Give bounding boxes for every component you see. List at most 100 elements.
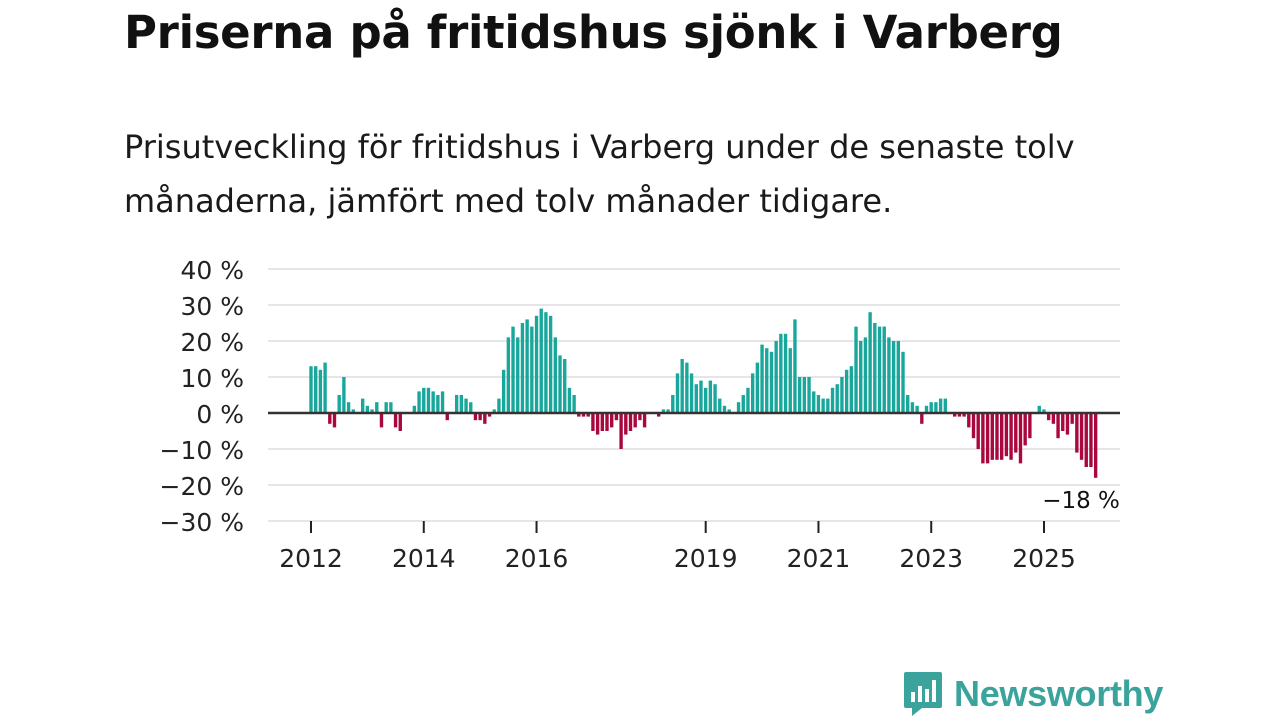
bar (971, 413, 976, 439)
bar (830, 387, 835, 413)
x-axis: 2012 2014 2016 2019 2021 2023 2025 (279, 521, 1076, 573)
bar (487, 413, 492, 417)
bar (548, 315, 553, 413)
y-tick-label: −20 % (160, 472, 244, 501)
bar (689, 373, 694, 413)
bar (722, 405, 727, 413)
bar (328, 413, 332, 424)
chart-title: Priserna på fritidshus sjönk i Varberg (124, 6, 1063, 59)
bar (666, 409, 670, 413)
bar (736, 402, 741, 413)
y-tick-label: −10 % (160, 436, 244, 465)
bar (1075, 413, 1079, 453)
bar (943, 398, 947, 413)
bar (1009, 413, 1013, 460)
bar (314, 366, 318, 413)
bar (1004, 413, 1009, 457)
bar (539, 308, 543, 413)
bar (685, 362, 689, 413)
bar (351, 409, 355, 413)
bar (708, 380, 713, 413)
bar (600, 413, 604, 431)
bar (1042, 409, 1046, 413)
bar (422, 387, 426, 413)
last-value-annotation: −18 % (1042, 488, 1120, 514)
bar (389, 402, 393, 413)
chart-subtitle: Prisutveckling för fritidshus i Varberg … (124, 128, 1075, 220)
bar (750, 373, 755, 413)
x-tick-label: 2025 (1012, 544, 1076, 573)
bar (694, 384, 698, 413)
bar (906, 395, 910, 413)
bar (544, 312, 548, 413)
bar (520, 323, 525, 413)
bar (469, 402, 473, 413)
bar (497, 398, 501, 413)
bar (1079, 413, 1084, 460)
bar (882, 326, 886, 413)
x-tick-label: 2019 (674, 544, 738, 573)
newsworthy-logo-icon (904, 672, 942, 716)
bar (530, 326, 534, 413)
bar (346, 402, 351, 413)
bar (506, 337, 511, 413)
bar (1056, 413, 1060, 439)
bar (614, 413, 619, 421)
bar (793, 319, 797, 413)
bar (713, 384, 717, 413)
bar (699, 380, 703, 413)
bar (976, 413, 980, 449)
bar (1028, 413, 1032, 439)
bar (628, 413, 633, 431)
bar (431, 391, 435, 413)
bar (558, 355, 562, 413)
bar (981, 413, 985, 464)
bar (915, 405, 919, 413)
bar (962, 413, 966, 417)
y-tick-label: 30 % (180, 292, 244, 321)
y-tick-label: 40 % (180, 256, 244, 285)
bar (445, 413, 449, 421)
bar (934, 402, 938, 413)
bar (849, 366, 854, 413)
bar (610, 413, 614, 428)
bar (586, 413, 590, 417)
bar (953, 413, 957, 417)
bar (1061, 413, 1065, 431)
gridlines (268, 268, 1120, 522)
bar (581, 413, 586, 417)
bar (779, 333, 783, 413)
bar (553, 337, 558, 413)
x-tick-label: 2021 (787, 544, 851, 573)
bar (680, 359, 684, 413)
bar (1065, 413, 1070, 435)
bar (797, 377, 802, 413)
bar (741, 395, 745, 413)
bar (863, 337, 868, 413)
bar (516, 337, 520, 413)
bar (788, 348, 792, 413)
bar (417, 391, 421, 413)
brand-name: Newsworthy (954, 673, 1164, 714)
bar (309, 366, 313, 413)
bar (473, 413, 478, 421)
bar (412, 405, 417, 413)
bar (844, 369, 849, 413)
bar (675, 373, 680, 413)
bar (440, 391, 445, 413)
bar (633, 413, 637, 428)
bar (563, 359, 567, 413)
x-tick-label: 2023 (899, 544, 963, 573)
y-tick-label: 0 % (196, 400, 244, 429)
bar (1093, 413, 1098, 478)
bar (671, 395, 675, 413)
x-tick-label: 2014 (392, 544, 456, 573)
bar (577, 413, 581, 417)
bar (360, 398, 365, 413)
bar (769, 351, 774, 413)
bar (985, 413, 990, 464)
bar (887, 337, 891, 413)
bar (661, 409, 666, 413)
bar (323, 362, 327, 413)
bar (774, 341, 778, 413)
